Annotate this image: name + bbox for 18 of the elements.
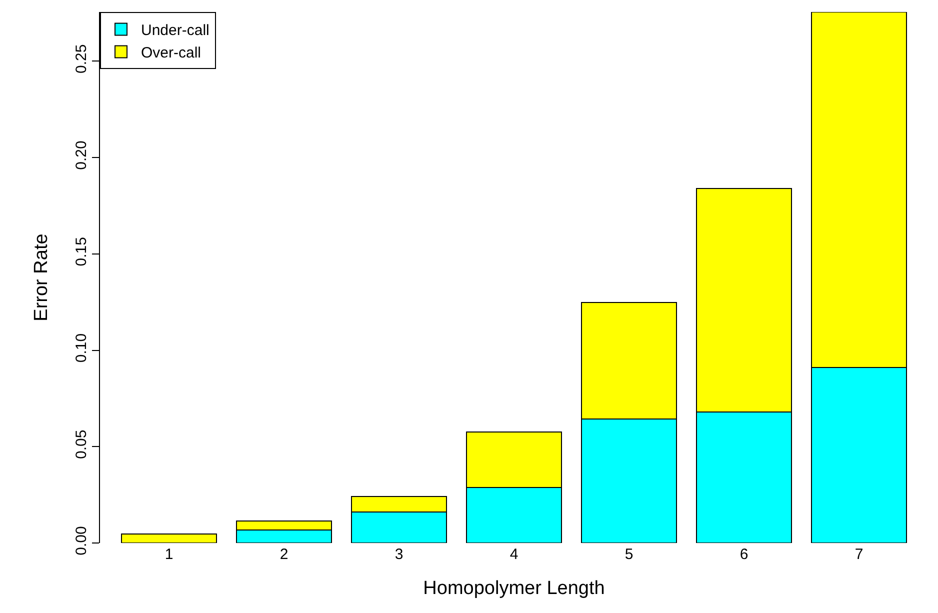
y-tick-label: 0.00 bbox=[73, 526, 90, 556]
x-tick-label: 7 bbox=[854, 546, 864, 563]
x-tick-label: 2 bbox=[280, 546, 288, 563]
x-tick-label: 5 bbox=[624, 546, 634, 563]
y-tick-label: 0.20 bbox=[73, 140, 90, 170]
y-tick-label: 0.25 bbox=[73, 44, 90, 74]
x-tick-label: 6 bbox=[740, 546, 748, 563]
x-tick-label: 3 bbox=[394, 546, 404, 563]
y-tick-label: 0.05 bbox=[73, 430, 90, 459]
y-tick-label: 0.10 bbox=[73, 333, 90, 363]
legend-label: Under-call bbox=[141, 22, 210, 40]
y-tick-label: 0.15 bbox=[73, 237, 90, 266]
x-tick-label: 1 bbox=[164, 546, 174, 563]
bar bbox=[120, 533, 218, 543]
legend-label: Over-call bbox=[141, 44, 202, 62]
y-axis-title: Error Rate bbox=[30, 234, 52, 322]
x-tick-label: 4 bbox=[510, 546, 518, 563]
x-axis-title: Homopolymer Length bbox=[423, 578, 605, 599]
